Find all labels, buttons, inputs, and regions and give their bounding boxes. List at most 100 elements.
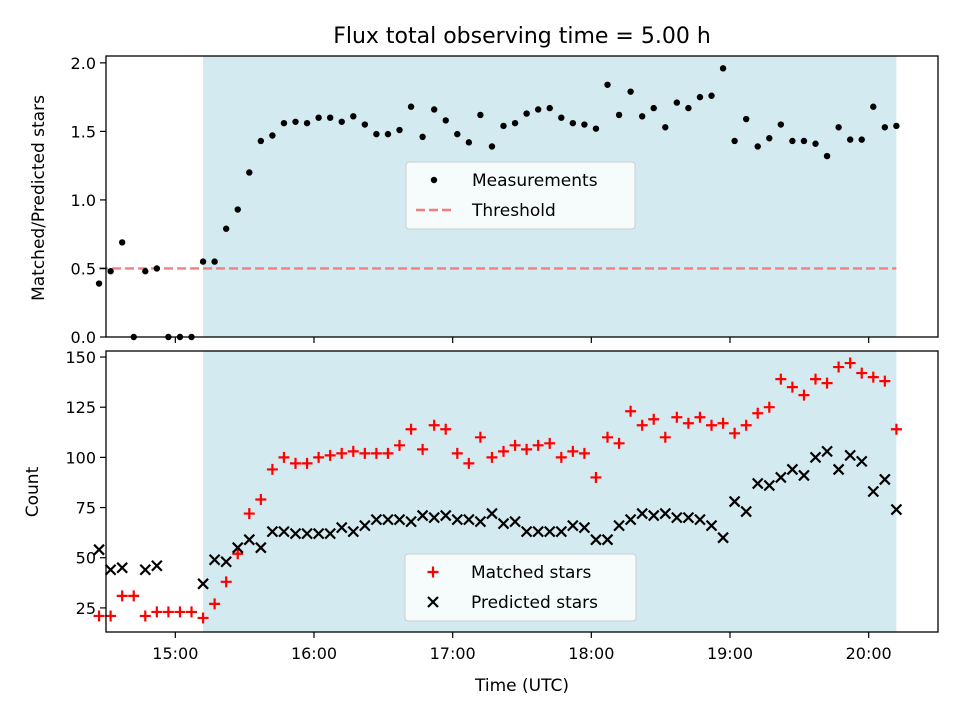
measurement-point [742,115,750,123]
matched-star-point [555,451,567,463]
measurement-point [523,110,530,117]
matched-star-point [463,457,475,469]
measurement-point [396,126,403,134]
ratio-axes: 0.0 0.5 1.0 1.5 2.0 [71,54,939,347]
ratio-legend-label: Threshold [471,201,556,221]
matched-star-point [128,590,140,602]
matched-star-point [162,606,174,618]
measurement-point [569,119,577,127]
matched-star-point [867,371,879,383]
matched-star-point [625,405,637,417]
predicted-star-point [208,553,221,566]
measurement-point [881,124,889,131]
measurement-point [696,93,704,101]
predicted-star-point [555,525,568,538]
matched-star-point [578,447,590,459]
measurement-point [558,114,565,121]
ratio-y-tick-label: 1.5 [71,122,96,141]
measurement-point [731,137,738,145]
predicted-star-point [405,515,417,528]
predicted-star-point [671,511,683,524]
measurement-point [812,140,819,147]
predicted-star-point [509,515,521,528]
measurement-point [604,81,611,88]
predicted-star-point [532,525,544,538]
ratio-y-tick-label: 0.5 [71,259,96,278]
count-y-axis-label: Count [23,466,43,517]
measurement-point [592,125,600,132]
predicted-star-point [93,543,105,556]
measurement-point [211,258,218,265]
measurement-point [627,88,634,95]
measurement-point [477,111,484,119]
predicted-star-point [428,511,440,524]
measurement-point [315,114,322,121]
matched-star-point [220,576,232,588]
matched-star-point [613,437,625,449]
ratio-y-tick-label: 1.0 [71,191,96,210]
predicted-star-point [624,513,637,526]
measurement-point [246,169,253,176]
measurement-point [789,137,796,145]
count-y-tick-label: 125 [65,398,96,417]
measurement-point [754,143,761,150]
matched-star-point [682,417,694,429]
matched-star-point [890,423,902,435]
predicted-star-point [601,533,614,546]
predicted-star-point [613,519,625,532]
matched-star-point [313,451,325,463]
matched-star-point [567,445,579,457]
measurement-point [500,122,507,130]
measurement-point [199,258,207,265]
matched-star-point [474,431,486,443]
predicted-star-point [798,469,810,482]
predicted-star-point [220,555,232,568]
count-frame [105,350,939,633]
matched-star-point [879,375,891,387]
measurement-points [95,65,900,341]
predicted-star-point [451,513,464,526]
count-x-tick-label: 17:00 [430,644,476,663]
predicted-star-point [474,515,487,528]
measurement-point [153,265,161,272]
matched-star-point [255,494,267,506]
measurement-point [581,121,588,128]
measurement-point [257,137,265,145]
predicted-star-point [763,479,776,492]
matched-star-point [440,423,452,435]
measurement-point [95,280,103,287]
measurement-point [107,268,114,275]
count-axes: 25 50 75 100 125 150 15:00 16:00 17:00 18:00 19:00… [65,348,939,663]
matched-star-point [151,606,163,618]
predicted-star-point [255,541,267,554]
predicted-star-point [370,513,383,526]
measurement-point [419,133,426,141]
matched-star-point [740,419,752,431]
measurement-point [303,119,311,127]
predicted-star-point [786,463,799,476]
predicted-star-point [590,533,602,546]
matched-star-point [405,423,417,435]
matched-star-point [428,419,440,431]
predicted-star-point [682,511,695,524]
matched-star-point [659,431,671,443]
matched-star-point [105,610,117,622]
predicted-star-point [301,527,313,540]
measurement-point [846,136,854,143]
matched-star-point [694,411,706,423]
measurement-point [222,225,230,232]
measurement-point [708,92,715,99]
measurement-point [615,111,623,119]
matched-star-point [232,548,244,560]
matched-star-point [729,427,741,439]
predicted-star-point [821,445,833,458]
matched-star-point [775,373,787,385]
measurement-point [488,143,496,150]
predicted-star-point [832,463,845,476]
matched-star-point [821,377,833,389]
count-legend-marker [427,566,439,578]
predicted-star-point [231,541,244,554]
predicted-star-point [197,578,209,590]
predicted-star-point [289,527,302,540]
